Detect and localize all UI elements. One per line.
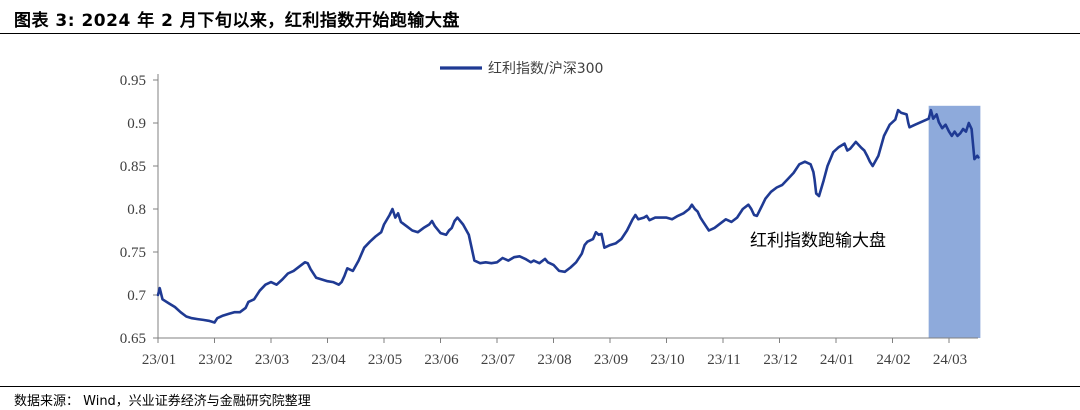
x-tick-label: 23/03 [255, 352, 289, 368]
figure-title: 图表 3: 2024 年 2 月下旬以来，红利指数开始跑输大盘 [14, 11, 460, 31]
x-tick-label: 23/05 [368, 352, 402, 368]
highlight-annotation: 红利指数跑输大盘 [750, 231, 886, 251]
series-line-dividend-vs-csi300 [156, 108, 980, 324]
legend-label: 红利指数/沪深300 [488, 61, 603, 77]
title-rule [0, 33, 1080, 34]
x-tick-label: 24/02 [876, 352, 910, 368]
y-tick-label: 0.75 [120, 245, 146, 261]
x-tick-label: 23/07 [481, 352, 516, 368]
x-tick-label: 23/11 [707, 352, 741, 368]
y-tick-label: 0.95 [120, 73, 146, 89]
x-tick-label: 23/08 [537, 352, 571, 368]
y-tick-label: 0.7 [127, 288, 146, 304]
series-layer [156, 108, 980, 324]
x-tick-label: 23/12 [763, 352, 797, 368]
x-tick-label: 24/01 [820, 352, 854, 368]
x-tick-label: 23/06 [424, 352, 459, 368]
x-tick-label: 24/03 [933, 352, 967, 368]
y-tick-label: 0.85 [120, 159, 146, 175]
legend: 红利指数/沪深300 [440, 61, 603, 77]
source-rule [0, 386, 1080, 387]
axes-layer: 0.65 0.7 0.75 0.8 0.85 0.9 0.95 23/01 23/02 23/03… [120, 73, 978, 368]
x-tick-label: 23/10 [650, 352, 684, 368]
y-tick-label: 0.8 [127, 202, 146, 218]
x-tick-label: 23/04 [311, 352, 346, 368]
y-tick-label: 0.65 [120, 331, 146, 347]
x-tick-label: 23/09 [594, 352, 628, 368]
y-tick-label: 0.9 [127, 116, 146, 132]
x-tick-label: 23/02 [198, 352, 232, 368]
source-note: 数据来源： Wind，兴业证券经济与金融研究院整理 [14, 394, 311, 409]
x-tick-label: 23/01 [142, 352, 176, 368]
chart: 0.65 0.7 0.75 0.8 0.85 0.9 0.95 23/01 23/02 23/03… [120, 61, 981, 368]
